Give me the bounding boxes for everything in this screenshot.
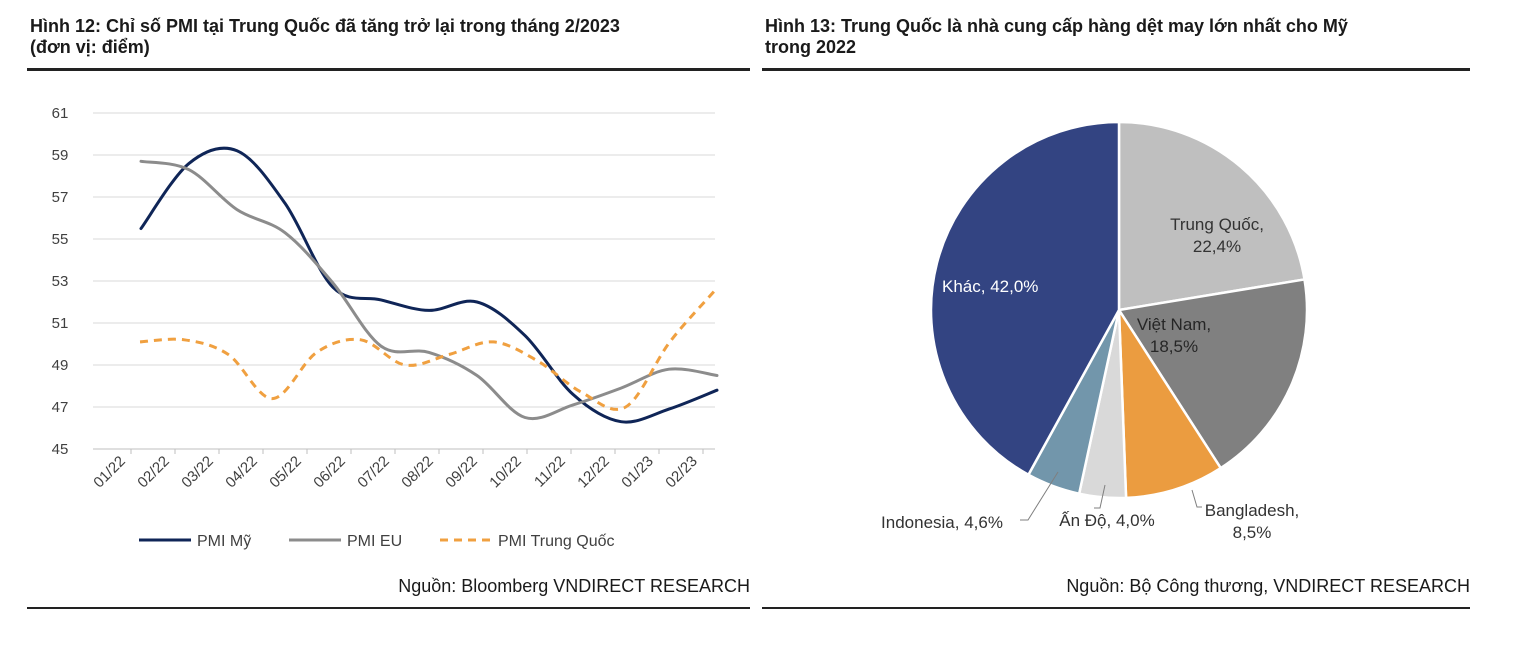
y-tick-label: 47	[52, 399, 69, 416]
x-tick-label: 08/22	[398, 453, 437, 492]
pie-label-ấn-độ: Ấn Độ, 4,0%	[1059, 511, 1154, 530]
series-line-pmi-trung-quốc	[139, 290, 716, 411]
y-tick-label: 61	[52, 105, 69, 122]
x-tick-label: 07/22	[354, 453, 393, 492]
legend-label: PMI Mỹ	[197, 533, 251, 550]
x-tick-label: 09/22	[442, 453, 481, 492]
x-tick-label: 01/22	[90, 453, 129, 492]
x-tick-label: 02/22	[134, 453, 173, 492]
series-line-pmi-mỹ	[139, 146, 719, 424]
pie-label-indonesia: Indonesia, 4,6%	[881, 513, 1003, 532]
figure-12-title: Hình 12: Chỉ số PMI tại Trung Quốc đã tă…	[30, 16, 620, 57]
pie-label-bangladesh: Bangladesh, 8,5%	[1205, 501, 1300, 542]
figure-13-panel: Hình 13: Trung Quốc là nhà cung cấp hàng…	[762, 0, 1470, 648]
x-tick-label: 05/22	[266, 453, 305, 492]
x-tick-label: 01/23	[618, 453, 657, 492]
pie-label-khác: Khác, 42,0%	[942, 277, 1038, 296]
pie-slice-bangladesh	[1117, 305, 1223, 500]
pie-slice-việt-nam	[1116, 277, 1309, 470]
x-tick-label: 11/22	[531, 453, 569, 491]
legend-label: PMI Trung Quốc	[498, 533, 615, 550]
pie-slice-khác	[929, 120, 1121, 477]
textile-pie-chart: Trung Quốc, 22,4% Việt Nam, 18,5% Bangladesh…	[881, 120, 1309, 542]
x-tick-label: 12/22	[574, 453, 613, 492]
figure-13-top-rule	[762, 68, 1470, 71]
x-tick-label: 04/22	[222, 453, 261, 492]
figure-12-source: Nguồn: Bloomberg VNDIRECT RESEARCH	[398, 576, 750, 596]
y-tick-label: 51	[52, 315, 69, 332]
figure-12-top-rule	[27, 68, 750, 71]
figure-13-source: Nguồn: Bộ Công thương, VNDIRECT RESEARCH	[1066, 576, 1470, 596]
x-tick-label: 10/22	[486, 453, 525, 492]
y-tick-label: 57	[52, 189, 69, 206]
y-tick-label: 49	[52, 357, 69, 374]
y-tick-label: 45	[52, 441, 69, 458]
legend-label: PMI EU	[347, 533, 402, 550]
series-line-pmi-eu	[139, 159, 719, 421]
figure-12-bottom-rule	[27, 607, 750, 609]
leader-line	[1094, 484, 1106, 509]
figure-12-panel: Hình 12: Chỉ số PMI tại Trung Quốc đã tă…	[27, 0, 750, 648]
x-tick-label: 06/22	[310, 453, 349, 492]
x-tick-label: 02/23	[662, 453, 701, 492]
leader-line	[1191, 489, 1202, 508]
pie-label-việt-nam: Việt Nam, 18,5%	[1137, 315, 1211, 356]
figure-13-title: Hình 13: Trung Quốc là nhà cung cấp hàng…	[765, 16, 1348, 57]
pie-label-trung-quốc: Trung Quốc, 22,4%	[1170, 215, 1264, 256]
pie-slice-trung-quốc	[1117, 120, 1306, 312]
y-tick-label: 59	[52, 147, 69, 164]
leader-line	[1020, 471, 1059, 521]
y-tick-label: 55	[52, 231, 69, 248]
figure-13-bottom-rule	[762, 607, 1470, 609]
x-tick-label: 03/22	[178, 453, 217, 492]
y-tick-label: 53	[52, 273, 69, 290]
